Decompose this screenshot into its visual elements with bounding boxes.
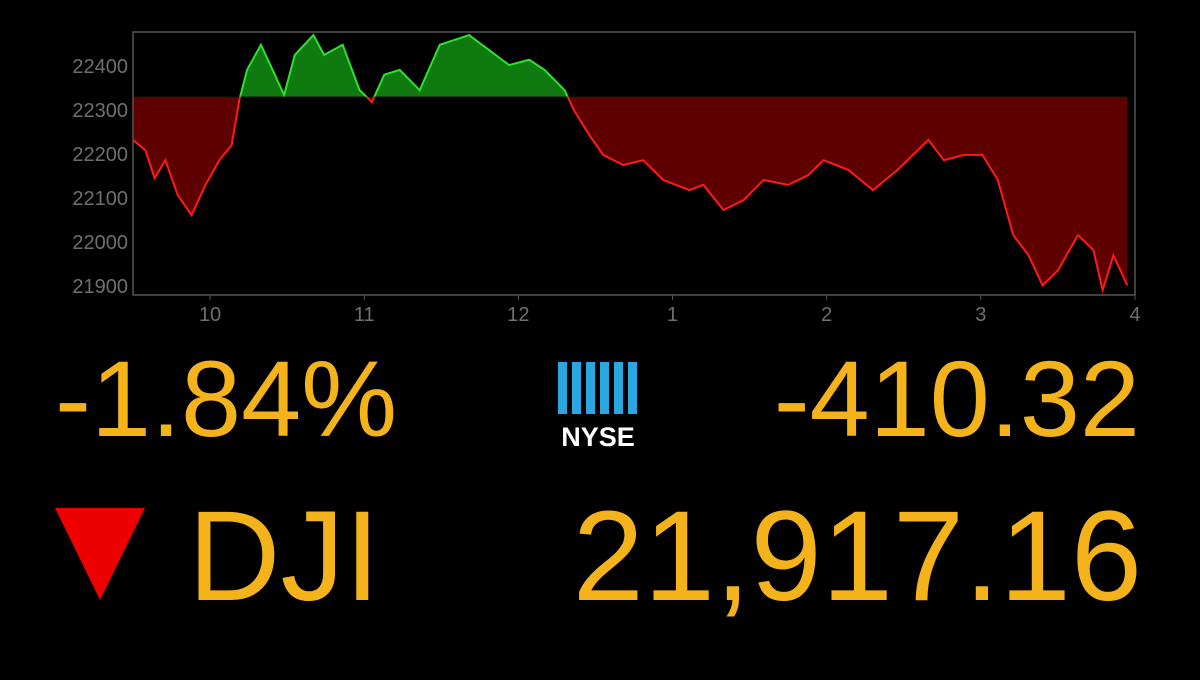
line-down	[132, 96, 1129, 294]
exchange-label: NYSE	[561, 422, 635, 452]
area-up	[240, 35, 568, 97]
x-tick-label: 3	[975, 304, 986, 326]
price: 21,917.16	[573, 485, 1142, 628]
percent-change: -1.84%	[55, 338, 397, 459]
x-tick-label: 4	[1129, 304, 1140, 326]
symbol: DJI	[188, 485, 380, 628]
down-arrow	[55, 508, 145, 600]
plot-frame	[132, 31, 1136, 296]
y-tick-label: 22100	[72, 188, 128, 210]
y-tick-label: 22000	[72, 232, 128, 254]
point-change: -410.32	[774, 338, 1140, 459]
x-tick-label: 12	[507, 304, 529, 326]
x-tick-label: 10	[199, 304, 221, 326]
x-tick-label: 2	[821, 304, 832, 326]
x-tick-label: 1	[667, 304, 678, 326]
y-tick-label: 21900	[72, 276, 128, 298]
y-tick-label: 22400	[72, 56, 128, 78]
line-up	[239, 33, 569, 97]
plot	[132, 33, 1129, 294]
y-tick-label: 22300	[72, 100, 128, 122]
x-tick-label: 11	[354, 304, 375, 326]
nyse-logo: NYSE	[556, 362, 644, 452]
y-tick-label: 22200	[72, 144, 128, 166]
area-down	[133, 96, 1128, 291]
